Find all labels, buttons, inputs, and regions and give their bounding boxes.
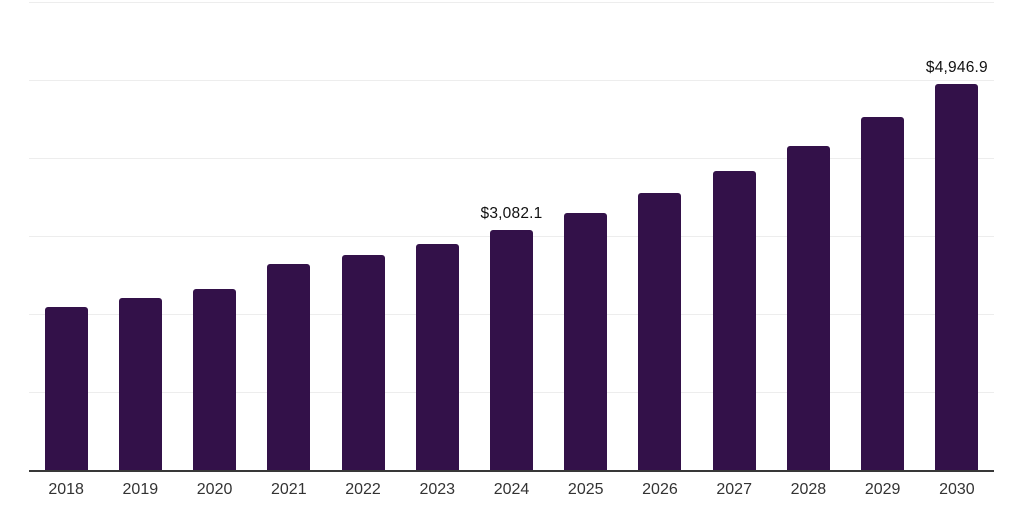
bar-2023[interactable] [415,243,459,470]
gridline-4000 [29,158,994,159]
x-tick-2026: 2026 [642,481,678,498]
x-tick-2023: 2023 [419,481,456,498]
bar-2030[interactable] [935,84,979,470]
bar-2028[interactable] [786,146,830,470]
bar-2018[interactable] [44,306,88,470]
x-tick-2027: 2027 [716,481,752,498]
x-axis-line [29,470,994,472]
bar-2026[interactable] [638,192,682,470]
bar-2021[interactable] [267,264,311,470]
x-tick-2019: 2019 [122,481,159,498]
bar-2025[interactable] [564,212,608,470]
x-tick-2022: 2022 [345,481,381,498]
bar-2019[interactable] [118,297,162,470]
bar-2020[interactable] [193,288,237,470]
x-tick-2029: 2029 [864,481,901,498]
bar-2024[interactable] [490,229,533,470]
x-tick-2028: 2028 [790,481,827,498]
x-tick-2030: 2030 [939,481,975,498]
bar-2022[interactable] [341,254,385,470]
x-tick-2020: 2020 [196,481,233,498]
bar-2027[interactable] [712,170,756,470]
x-tick-2018: 2018 [48,481,84,498]
gridline-6000 [29,2,994,3]
gridline-5000 [29,80,994,81]
x-tick-2024: 2024 [493,481,530,498]
bar-2029[interactable] [861,116,905,470]
data-label-2030: $4,946.9 [925,59,988,77]
x-tick-2021: 2021 [271,481,307,498]
plot-area: $3,082.1 $4,946.9 [29,0,994,470]
x-axis-labels: 2018 2019 2020 2021 2022 2023 2024 2025 2026 2027… [29,478,994,504]
data-label-2024: $3,082.1 [480,204,543,222]
x-tick-2025: 2025 [567,481,604,498]
